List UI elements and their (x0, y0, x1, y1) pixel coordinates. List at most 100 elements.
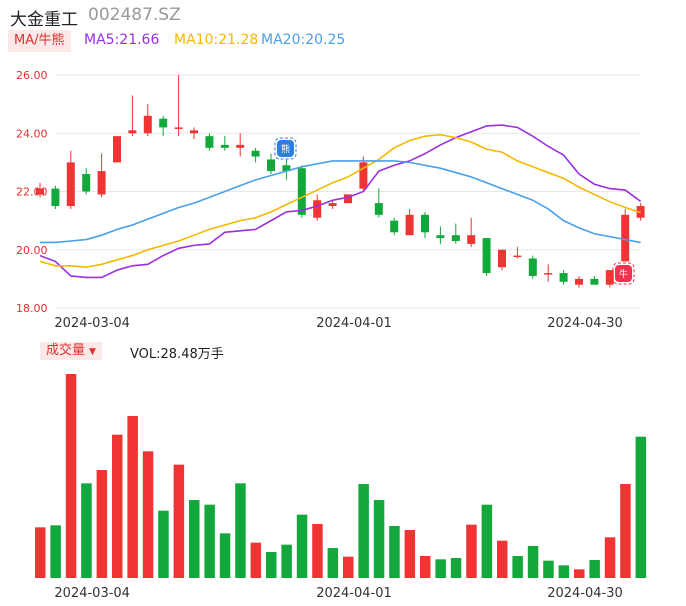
volume-bars (35, 374, 647, 578)
candle (82, 168, 91, 195)
volume-bar (604, 537, 616, 578)
candle (51, 185, 60, 209)
candle (421, 211, 429, 239)
volume-bar (466, 524, 477, 578)
candle (482, 238, 491, 276)
candle (559, 270, 568, 285)
candlestick-series (36, 75, 645, 288)
volume-bar (497, 540, 508, 578)
bull-signal-label: 牛 (619, 268, 628, 280)
candle (66, 150, 75, 209)
ma10-line (39, 133, 641, 269)
candle (436, 226, 445, 244)
signal-badges: 熊 牛 (274, 137, 635, 285)
volume-value: VOL:28.48万手 (130, 347, 224, 362)
candle (128, 95, 137, 137)
candle (528, 255, 537, 279)
volume-bar (373, 500, 385, 578)
x-tick-label: 2024-04-01 (316, 586, 392, 601)
moving-average-lines (39, 124, 642, 279)
price-grid (55, 74, 640, 309)
candle (590, 275, 599, 285)
x-tick-label: 2024-04-30 (547, 586, 623, 601)
volume-bar (343, 556, 354, 578)
volume-bar (142, 451, 154, 578)
candle (575, 275, 583, 288)
volume-bar (404, 530, 416, 578)
volume-bar (527, 546, 539, 578)
candle (174, 75, 183, 137)
candle (328, 200, 337, 209)
candle (97, 153, 106, 198)
bull-signal-icon[interactable]: 牛 (612, 262, 635, 285)
bear-signal-label: 熊 (281, 143, 290, 155)
volume-bar (358, 484, 369, 578)
candle (405, 208, 414, 236)
volume-bar (420, 556, 431, 578)
candle (359, 156, 368, 192)
y-tick-label: 24.00 (16, 127, 48, 140)
volume-bar (127, 416, 138, 578)
volume-bar (574, 569, 585, 578)
volume-bar (65, 374, 77, 578)
candle (467, 217, 476, 247)
volume-bar (558, 565, 570, 578)
candle (251, 147, 260, 163)
volume-bar (96, 470, 108, 578)
ma5-legend: MA5:21.66 (84, 32, 160, 48)
volume-bar (450, 558, 462, 578)
ma-indicator-tag[interactable]: MA/牛熊 (8, 30, 71, 52)
volume-bar (620, 484, 631, 578)
stock-code: 002487.SZ (88, 5, 181, 25)
price-date-axis: 2024-03-04 2024-04-01 2024-04-30 (54, 316, 622, 331)
volume-bar (635, 436, 647, 578)
volume-bar (189, 500, 200, 578)
ma5-line (39, 124, 642, 279)
candle (143, 104, 152, 137)
y-tick-label: 20.00 (16, 244, 48, 257)
stock-name: 大金重工 (10, 10, 78, 30)
candle (390, 217, 399, 236)
volume-bar (512, 556, 523, 578)
ma20-legend: MA20:20.25 (261, 32, 346, 48)
candle (205, 133, 214, 151)
x-tick-label: 2024-03-04 (54, 316, 130, 331)
y-tick-label: 18.00 (16, 302, 48, 315)
volume-bar (35, 527, 46, 578)
candle (113, 136, 121, 163)
volume-bar (266, 552, 277, 578)
volume-bar (204, 504, 215, 578)
volume-bar (50, 525, 61, 578)
volume-bar (219, 533, 231, 578)
bear-signal-icon[interactable]: 熊 (274, 137, 297, 160)
volume-bar (589, 560, 600, 578)
volume-bar (235, 483, 246, 578)
candle (621, 208, 630, 262)
candle (190, 127, 198, 140)
volume-indicator-tag[interactable]: 成交量 ▼ (40, 342, 102, 360)
volume-bar (250, 542, 262, 578)
candle (36, 182, 44, 198)
volume-bar (81, 483, 92, 578)
candle (220, 136, 229, 151)
x-tick-label: 2024-03-04 (54, 586, 130, 601)
candle (374, 188, 383, 218)
y-tick-label: 26.00 (16, 69, 48, 82)
volume-bar (389, 526, 400, 578)
volume-date-axis: 2024-03-04 2024-04-01 2024-04-30 (54, 586, 622, 601)
volume-bar (296, 514, 308, 578)
caret-down-icon: ▼ (89, 347, 96, 357)
candle (297, 165, 306, 218)
candle (544, 264, 553, 282)
ma20-line (40, 160, 641, 244)
candle (313, 194, 322, 221)
candle (451, 223, 460, 244)
candle (282, 159, 291, 180)
volume-bar (281, 544, 292, 578)
x-tick-label: 2024-04-30 (547, 316, 623, 331)
volume-bar (481, 504, 493, 578)
volume-bar (435, 559, 446, 578)
volume-tag-label: 成交量 (46, 343, 86, 358)
volume-bar (312, 524, 323, 578)
volume-bar (158, 510, 169, 578)
